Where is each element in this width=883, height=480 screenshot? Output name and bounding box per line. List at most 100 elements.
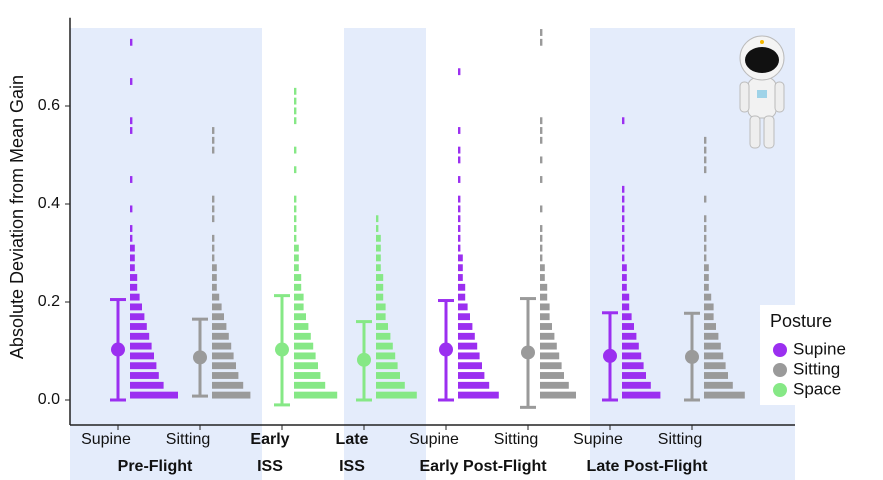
histogram-bar [294,254,299,261]
histogram-bar [704,196,706,203]
histogram-bar [212,215,214,222]
histogram-bar [540,323,552,330]
histogram-bar [704,284,709,291]
histogram-bar [376,225,378,232]
histogram-bar [622,303,629,310]
histogram-bar [540,294,547,301]
x-tick-label: Early [250,431,289,448]
y-tick-label: 0.2 [38,293,60,310]
histogram-bar [622,205,624,212]
y-tick-label: 0.6 [38,97,60,114]
histogram-bar [458,215,460,222]
histogram-bar [294,372,320,379]
histogram-bar [130,313,144,320]
histogram-bar [622,235,624,242]
histogram-bar [458,156,460,163]
y-tick-label: 0.4 [38,195,60,212]
histogram-bar [130,205,132,212]
histogram-bar [540,137,542,144]
histogram-bar [622,372,646,379]
histogram-bar [130,39,132,46]
legend-label: Sitting [793,359,840,378]
histogram-bar [294,294,304,301]
histogram-bar [376,343,393,350]
histogram-bar [130,117,132,124]
histogram-bar [376,264,381,271]
histogram-bar [130,127,132,134]
histogram-bar [704,215,706,222]
x-tick-label: Sitting [658,431,702,448]
histogram-bar [294,107,296,114]
histogram-bar [294,313,306,320]
histogram-bar [540,29,542,36]
histogram-bar [540,117,542,124]
histogram-bar [212,235,214,242]
legend-key [773,343,787,357]
x-tick-label: Supine [81,431,131,448]
histogram-bar [704,166,706,173]
histogram-bar [376,392,417,399]
histogram-bar [376,352,395,359]
group-label: Early Post-Flight [419,458,547,475]
histogram-bar [458,147,460,154]
histogram-bar [704,352,723,359]
histogram-bar [622,352,641,359]
group-band [70,28,262,480]
histogram-bar [540,156,542,163]
histogram-bar [458,333,475,340]
histogram-bar [622,313,632,320]
histogram-bar [294,284,301,291]
point [111,343,125,357]
histogram-bar [458,225,460,232]
histogram-bar [458,362,482,369]
x-tick-label: Supine [573,431,623,448]
histogram-bar [376,313,386,320]
histogram-bar [704,137,706,144]
histogram-bar [212,137,214,144]
point [685,350,699,364]
histogram-bar [212,264,217,271]
group-label: ISS [339,458,365,475]
histogram-bar [212,392,250,399]
histogram-bar [622,392,660,399]
chart: Absolute Deviation from Mean Gain Pre-Fl… [0,0,883,480]
histogram-bar [540,284,547,291]
histogram-bar [376,245,381,252]
histogram-bar [540,176,542,183]
point [521,345,535,359]
histogram-bar [458,264,463,271]
histogram-bar [294,205,296,212]
histogram-bar [540,225,542,232]
histogram-bar [458,274,463,281]
histogram-bar [704,274,709,281]
histogram-bar [540,205,542,212]
histogram-bar [540,274,545,281]
histogram-bar [704,303,714,310]
histogram-bar [212,205,214,212]
histogram-bar [212,284,217,291]
histogram-bar [540,362,562,369]
histogram-bar [704,156,706,163]
histogram-bar [212,245,214,252]
x-tick-label: Late [336,431,369,448]
histogram-bar [294,274,301,281]
histogram-bar [130,264,135,271]
histogram-bar [458,205,460,212]
histogram-bar [622,284,627,291]
histogram-bar [540,264,545,271]
y-tick-label: 0.0 [38,391,60,408]
histogram-bar [704,323,716,330]
histogram-bar [622,245,624,252]
histogram-bar [376,372,400,379]
histogram-bar [622,362,644,369]
histogram-bar [130,382,164,389]
histogram-bar [212,303,222,310]
histogram-bar [622,196,624,203]
histogram-bar [294,225,296,232]
histogram-bar [130,176,132,183]
point [603,349,617,363]
histogram-bar [294,333,311,340]
histogram-bar [540,352,559,359]
histogram-bar [294,196,296,203]
histogram-bar [458,392,499,399]
